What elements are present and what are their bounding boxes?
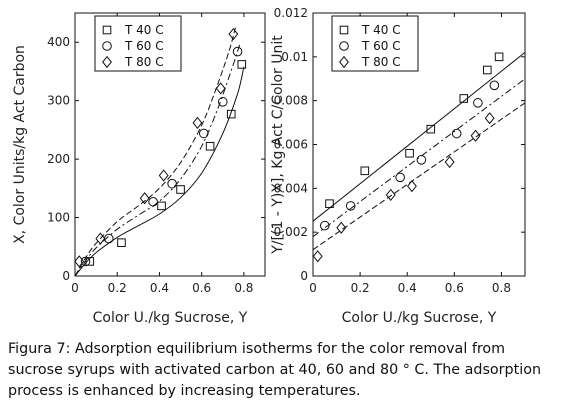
legend-label: T 60 C bbox=[361, 39, 401, 53]
x-tick-label: 0 bbox=[71, 281, 79, 295]
chart-right-linearized: 0 0.2 0.4 0.6 0.8 0 0.002 0.004 0.006 0.008 0.01 0.… bbox=[270, 6, 526, 326]
x-axis-label: Color U./kg Sucrose, Y bbox=[93, 310, 248, 326]
data-point-square bbox=[117, 238, 126, 247]
data-point-diamond bbox=[385, 188, 396, 202]
data-point-square bbox=[483, 65, 492, 75]
legend-marker-circle bbox=[102, 41, 112, 51]
data-point-diamond bbox=[95, 232, 106, 245]
x-tick-label: 0.4 bbox=[150, 281, 169, 295]
y-tick-label: 0.002 bbox=[274, 225, 308, 239]
legend-box bbox=[331, 15, 419, 72]
data-point-diamond bbox=[139, 192, 150, 205]
legend-marker-diamond bbox=[102, 55, 112, 69]
data-point-square bbox=[405, 148, 414, 158]
y-tick-label: 100 bbox=[47, 211, 70, 225]
data-point-circle bbox=[217, 97, 228, 107]
chart-left-isotherms: 0 0.2 0.4 0.6 0.8 0 100 200 300 400 Color U./kg Su… bbox=[12, 12, 266, 326]
x-tick-label: 0.8 bbox=[234, 281, 253, 295]
y-axis-label: X, Color Units/kg Act Carbon bbox=[12, 45, 28, 244]
data-point-square bbox=[325, 199, 334, 208]
legend-marker-circle bbox=[339, 41, 349, 51]
legend: T 40 C T 60 C T 80 C bbox=[94, 15, 182, 72]
data-point-diamond bbox=[406, 180, 417, 193]
y-tick-label: 0.004 bbox=[274, 181, 308, 195]
y-tick-label: 0.012 bbox=[274, 6, 308, 20]
data-point-diamond bbox=[336, 221, 347, 234]
figure-caption: Figura 7: Adsorption equilibrium isother… bbox=[8, 341, 542, 399]
legend-marker-square bbox=[339, 25, 349, 35]
y-tick-label: 0.008 bbox=[274, 94, 308, 108]
data-point-circle bbox=[167, 178, 177, 189]
data-point-circle bbox=[148, 196, 158, 207]
y-tick-label: 300 bbox=[47, 94, 70, 108]
legend: T 40 C T 60 C T 80 C bbox=[331, 15, 419, 72]
legend-marker-diamond bbox=[339, 55, 349, 69]
x-tick-label: 0.2 bbox=[108, 281, 127, 295]
fit-line-circle bbox=[75, 44, 241, 276]
data-point-diamond bbox=[228, 27, 239, 41]
data-point-circle bbox=[416, 155, 427, 165]
data-point-diamond bbox=[192, 116, 203, 129]
data-point-circle bbox=[473, 98, 483, 108]
y-tick-label: 0.01 bbox=[281, 50, 308, 64]
data-point-diamond bbox=[74, 255, 85, 268]
y-tick-label: 0 bbox=[300, 269, 308, 283]
x-tick-label: 0 bbox=[309, 281, 317, 295]
data-point-square bbox=[360, 166, 370, 176]
data-point-square bbox=[85, 257, 95, 266]
x-tick-label: 0.4 bbox=[398, 281, 417, 295]
data-point-square bbox=[176, 185, 185, 194]
data-point-diamond bbox=[312, 250, 323, 263]
x-tick-label: 0.2 bbox=[351, 281, 370, 295]
data-point-diamond bbox=[158, 169, 169, 182]
data-point-diamond bbox=[470, 129, 481, 142]
y-axis-label: Y/[(1 - Y)X], Kg Act C/Color Unit bbox=[270, 35, 286, 255]
data-point-square bbox=[226, 109, 236, 119]
plot-frame bbox=[74, 12, 266, 277]
data-point-diamond bbox=[484, 112, 495, 125]
data-point-circle bbox=[451, 128, 462, 139]
figure-charts: 0 0.2 0.4 0.6 0.8 0 100 200 300 400 Color U./kg Su… bbox=[12, 6, 526, 326]
data-point-square bbox=[205, 141, 215, 151]
x-tick-label: 0.6 bbox=[445, 281, 464, 295]
data-point-square bbox=[426, 124, 436, 134]
x-axis-label: Color U./kg Sucrose, Y bbox=[342, 310, 497, 326]
legend-label: T 80 C bbox=[361, 55, 401, 69]
data-point-circle bbox=[80, 256, 91, 267]
data-point-circle bbox=[345, 201, 356, 211]
data-point-circle bbox=[395, 172, 405, 183]
legend-label: T 40 C bbox=[124, 23, 164, 37]
fit-line-circle bbox=[313, 78, 525, 238]
fit-line-diamond bbox=[313, 102, 525, 251]
fit-line-square bbox=[75, 66, 245, 276]
x-tick-label: 0.6 bbox=[192, 281, 211, 295]
data-point-circle bbox=[319, 220, 330, 231]
fit-line-square bbox=[313, 52, 525, 222]
legend-label: T 40 C bbox=[361, 23, 401, 37]
x-tick-label: 0.8 bbox=[492, 281, 511, 295]
data-point-diamond bbox=[215, 82, 226, 95]
y-tick-label: 0.006 bbox=[274, 138, 308, 152]
data-point-circle bbox=[232, 46, 243, 57]
data-point-square bbox=[157, 201, 166, 211]
data-point-diamond bbox=[444, 155, 455, 169]
legend-label: T 60 C bbox=[124, 39, 164, 53]
data-point-circle bbox=[489, 80, 500, 91]
legend-label: T 80 C bbox=[124, 55, 164, 69]
y-tick-label: 200 bbox=[47, 152, 70, 166]
data-point-square bbox=[237, 60, 247, 69]
y-tick-label: 0 bbox=[62, 269, 70, 283]
data-point-circle bbox=[198, 128, 209, 139]
legend-marker-square bbox=[102, 25, 112, 35]
data-point-square bbox=[459, 94, 469, 103]
data-point-square bbox=[494, 52, 504, 62]
y-tick-label: 400 bbox=[47, 35, 70, 49]
legend-box bbox=[94, 15, 182, 72]
